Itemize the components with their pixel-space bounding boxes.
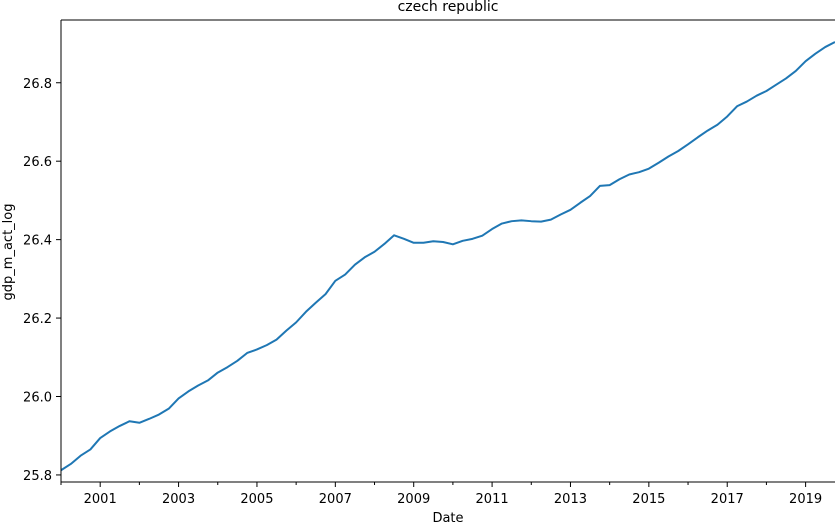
y-tick-label: 26.0	[23, 391, 52, 406]
y-tick-label: 25.8	[23, 469, 52, 484]
x-tick-label: 2003	[162, 492, 195, 507]
y-tick-label: 26.8	[23, 77, 52, 92]
x-tick-label: 2019	[789, 492, 822, 507]
plot-area: 2001 2003 2005 2007 2009 2011 2013 2015 2017 2019…	[23, 19, 835, 507]
y-axis-label: gdp_m_act_log	[1, 204, 16, 301]
y-tick-label: 26.4	[23, 234, 52, 249]
x-tick-label: 2015	[632, 492, 665, 507]
y-tick-label: 26.2	[23, 312, 52, 327]
x-tick-label: 2001	[84, 492, 117, 507]
x-axis-label: Date	[432, 511, 463, 525]
x-tick-label: 2013	[554, 492, 587, 507]
x-tick-label: 2011	[476, 492, 509, 507]
x-tick-label: 2009	[397, 492, 430, 507]
y-tick-label: 26.6	[23, 155, 52, 170]
x-tick-label: 2007	[319, 492, 352, 507]
chart-title: czech republic	[398, 0, 499, 15]
x-tick-label: 2005	[240, 492, 273, 507]
x-tick-label: 2017	[711, 492, 744, 507]
series-line	[60, 41, 835, 472]
